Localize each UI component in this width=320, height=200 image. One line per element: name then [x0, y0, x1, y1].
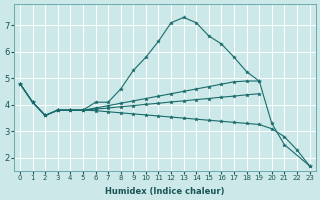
- X-axis label: Humidex (Indice chaleur): Humidex (Indice chaleur): [105, 187, 225, 196]
